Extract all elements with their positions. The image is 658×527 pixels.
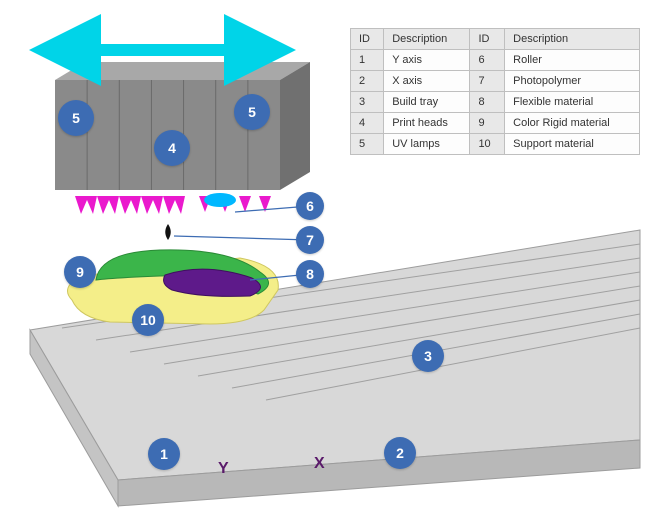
legend-cell: 1: [351, 50, 384, 71]
callout-badge-3: 3: [412, 340, 444, 372]
callout-badge-6: 6: [296, 192, 324, 220]
callout-badge-1: 1: [148, 438, 180, 470]
table-row: 1Y axis6Roller: [351, 50, 640, 71]
table-row: 3Build tray8Flexible material: [351, 92, 640, 113]
legend-cell: Photopolymer: [505, 71, 640, 92]
table-row: 2X axis7Photopolymer: [351, 71, 640, 92]
legend-cell: 5: [351, 134, 384, 155]
legend-cell: Flexible material: [505, 92, 640, 113]
callout-badge-2: 2: [384, 437, 416, 469]
legend-cell: Color Rigid material: [505, 113, 640, 134]
callout-badge-10: 10: [132, 304, 164, 336]
legend-cell: Roller: [505, 50, 640, 71]
table-row: 5UV lamps10Support material: [351, 134, 640, 155]
legend-cell: 9: [470, 113, 505, 134]
callout-badge-8: 8: [296, 260, 324, 288]
legend-cell: 8: [470, 92, 505, 113]
legend-cell: UV lamps: [384, 134, 470, 155]
legend-cell: 2: [351, 71, 384, 92]
legend-cell: Y axis: [384, 50, 470, 71]
axis-label-y: Y: [218, 460, 229, 478]
callout-badge-5: 5: [234, 94, 270, 130]
legend-header-cell: Description: [505, 29, 640, 50]
legend-cell: 10: [470, 134, 505, 155]
callout-badge-4: 4: [154, 130, 190, 166]
legend-cell: 6: [470, 50, 505, 71]
legend-header-cell: ID: [470, 29, 505, 50]
legend-cell: Print heads: [384, 113, 470, 134]
callout-badge-5: 5: [58, 100, 94, 136]
legend-cell: 7: [470, 71, 505, 92]
legend-cell: X axis: [384, 71, 470, 92]
callout-badge-9: 9: [64, 256, 96, 288]
axis-label-x: X: [314, 455, 325, 473]
legend-cell: 3: [351, 92, 384, 113]
legend-cell: Support material: [505, 134, 640, 155]
callout-badge-7: 7: [296, 226, 324, 254]
legend-cell: 4: [351, 113, 384, 134]
table-row: 4Print heads9Color Rigid material: [351, 113, 640, 134]
legend-table: IDDescriptionIDDescription1Y axis6Roller…: [350, 28, 640, 155]
legend-header-cell: ID: [351, 29, 384, 50]
legend-header-cell: Description: [384, 29, 470, 50]
legend-cell: Build tray: [384, 92, 470, 113]
